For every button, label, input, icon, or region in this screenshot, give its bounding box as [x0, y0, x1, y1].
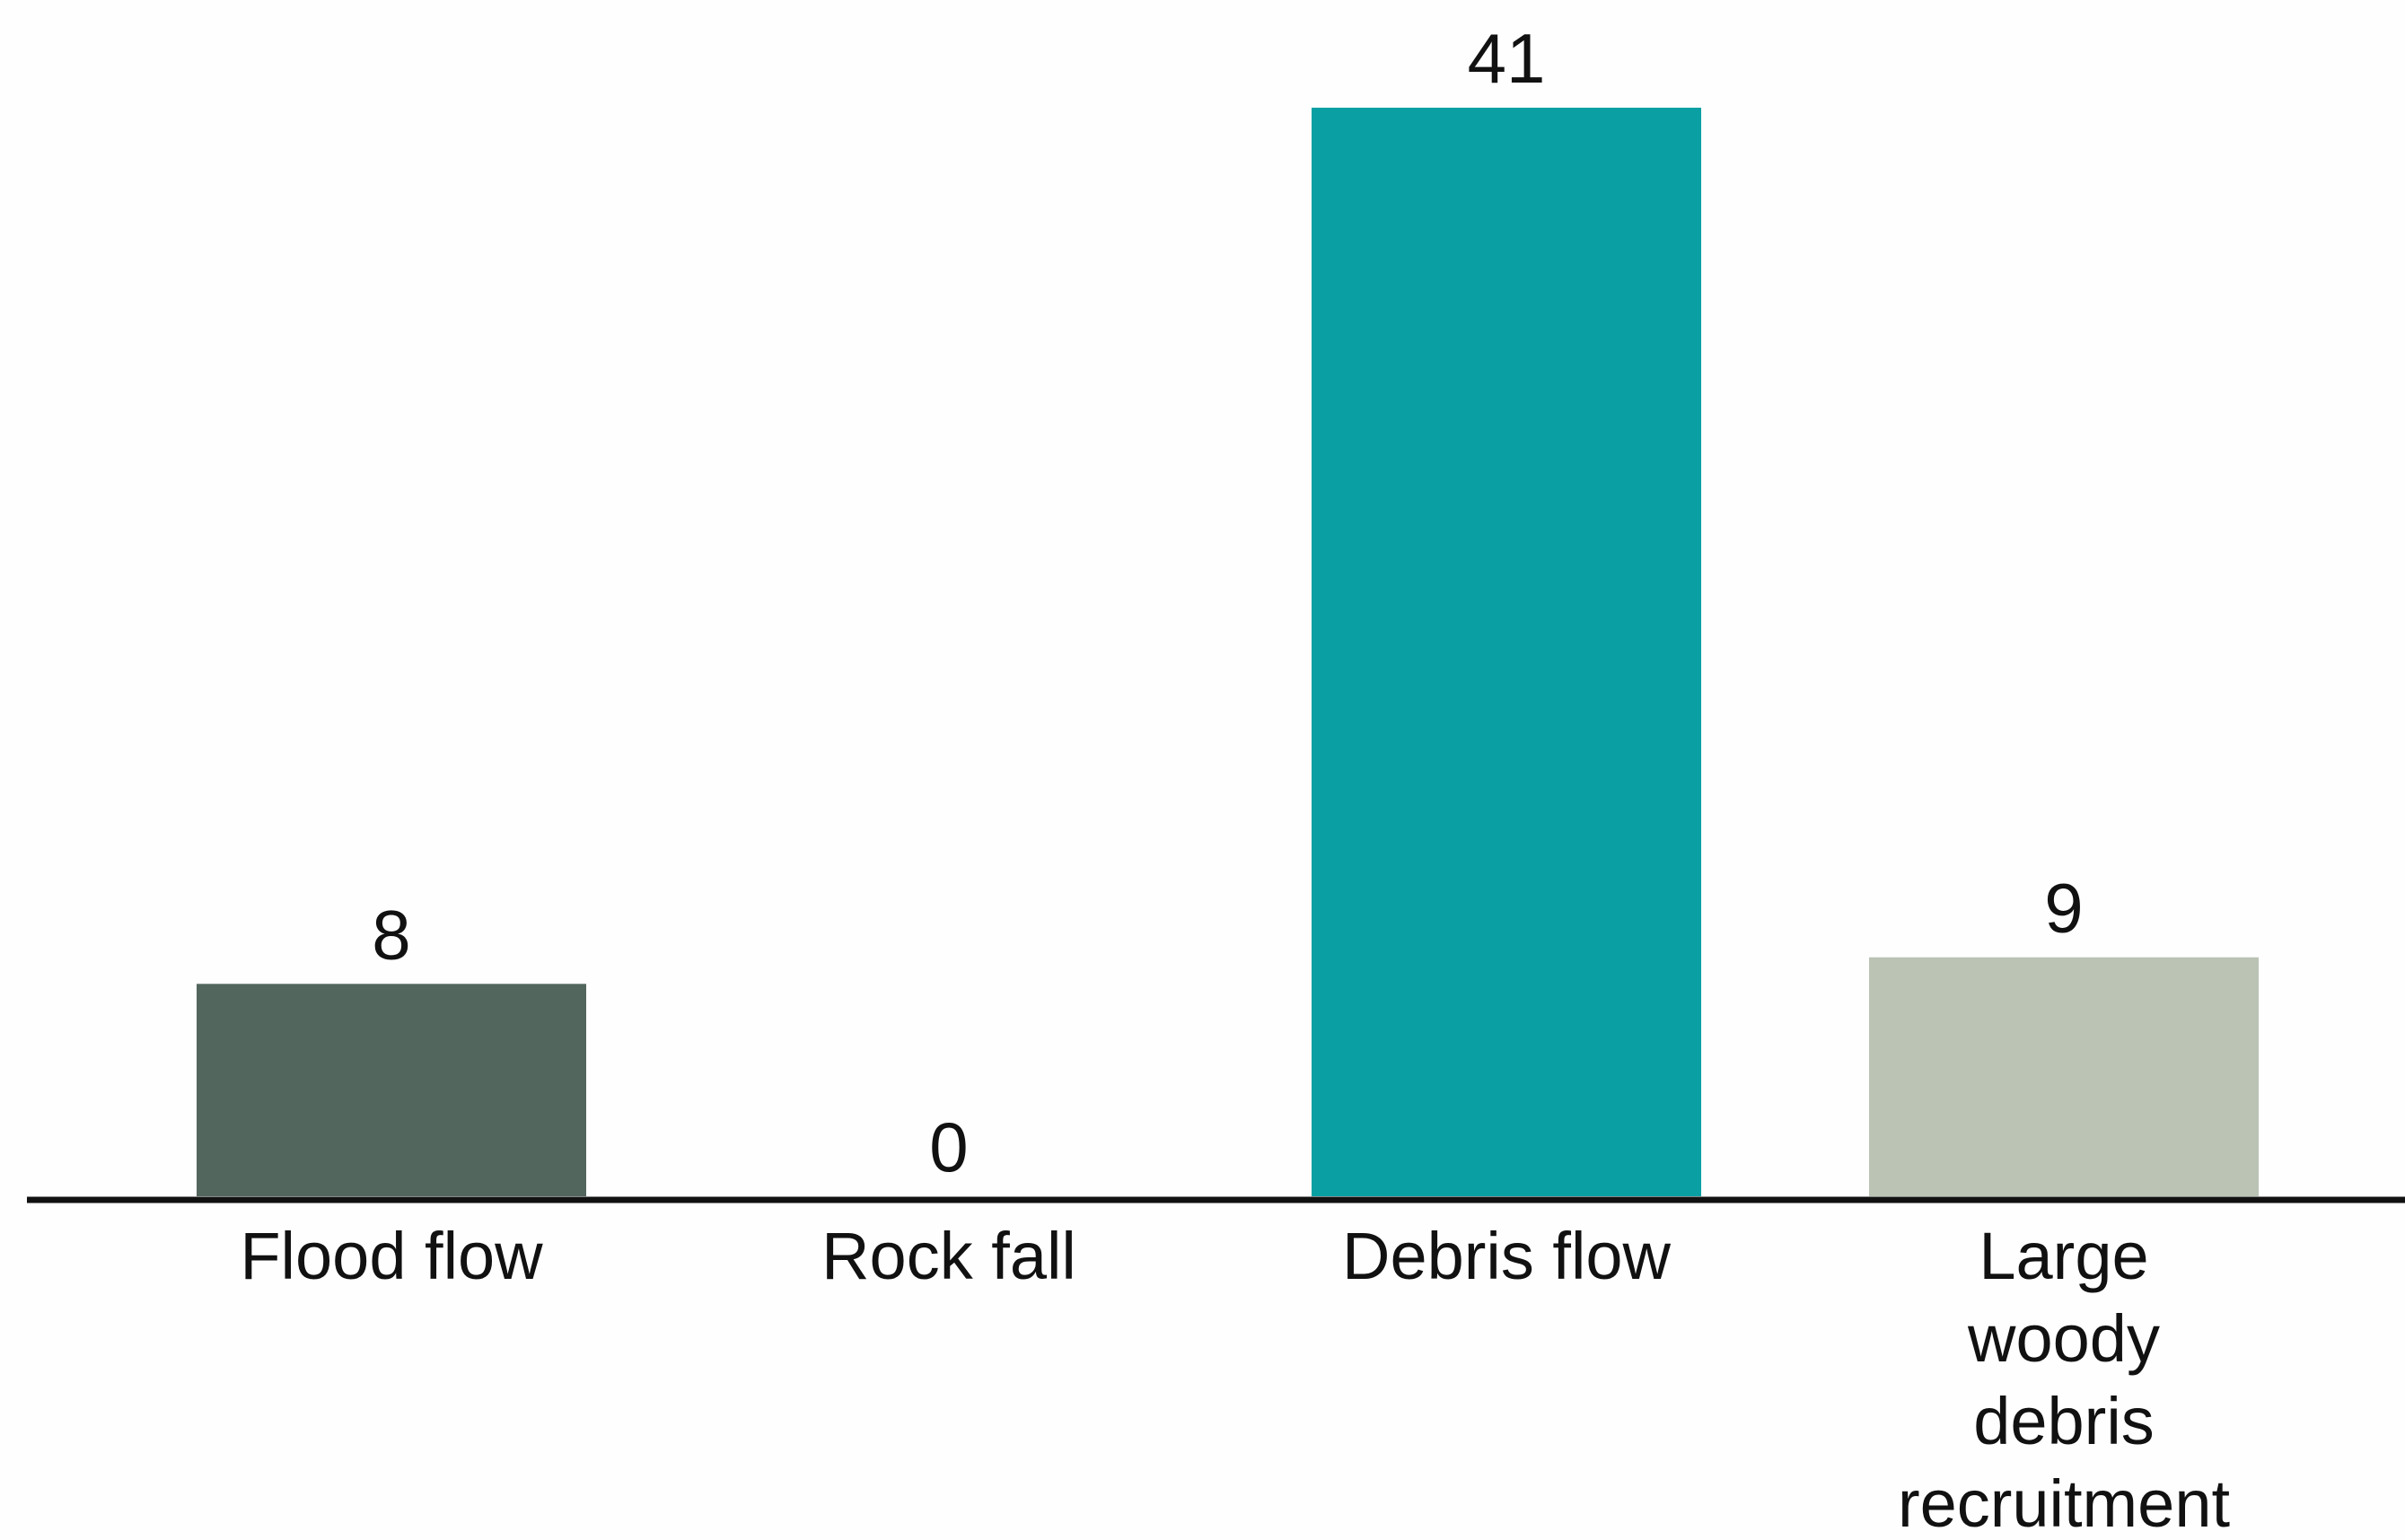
x-tick-label: Flood flow	[240, 1219, 543, 1293]
data-label: 9	[2044, 869, 2083, 948]
data-label: 0	[929, 1107, 968, 1186]
x-tick-label: Debris flow	[1342, 1219, 1672, 1293]
bar-large-woody-debris-recruitment	[1869, 957, 2259, 1196]
x-tick-label: Rock fall	[821, 1219, 1076, 1293]
bars-group	[197, 108, 2259, 1196]
bar-flood-flow	[197, 984, 586, 1196]
bar-debris-flow	[1312, 108, 1701, 1196]
value-labels-group: 8 0 41 9	[372, 19, 2083, 1186]
data-label: 41	[1468, 19, 1546, 98]
category-labels-group: Flood flow Rock fall Debris flow Large woody…	[240, 1219, 2230, 1540]
data-label: 8	[372, 895, 410, 974]
x-tick-label: Large woody debris recruitment	[1898, 1219, 2231, 1540]
